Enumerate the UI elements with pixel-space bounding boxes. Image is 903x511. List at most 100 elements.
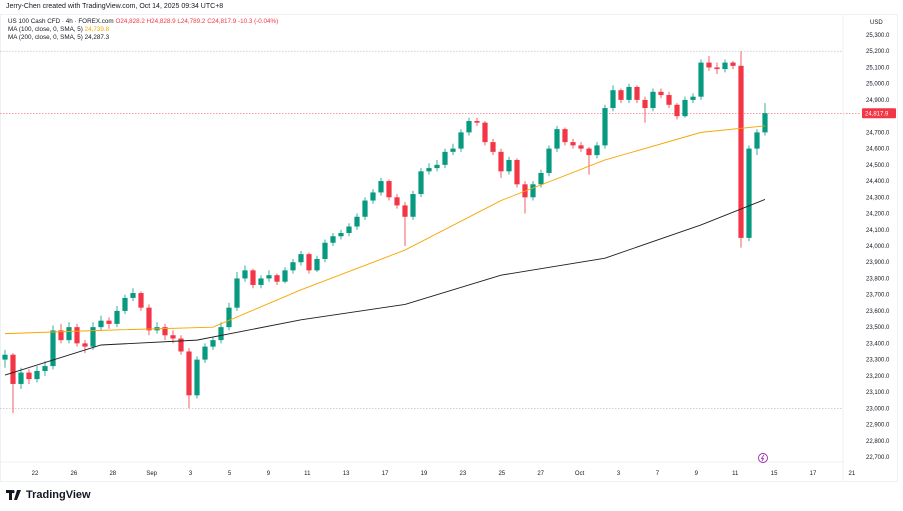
candle (394, 194, 400, 209)
price-tick-label: 25,100.0 (866, 65, 890, 71)
candle (450, 143, 456, 156)
price-tick-label: 25,300.0 (866, 33, 890, 39)
candle-body (634, 86, 640, 100)
candle-body (314, 258, 320, 271)
candle (322, 239, 328, 263)
price-tick-label: 23,400.0 (866, 341, 890, 347)
price-tick-label: 22,700.0 (866, 455, 890, 461)
candle-body (362, 200, 368, 217)
candle-body (146, 307, 152, 331)
candle-body (578, 145, 584, 149)
time-tick-label: 7 (656, 471, 660, 477)
candle-body (642, 99, 648, 109)
candle-body (618, 90, 624, 100)
candle-body (330, 236, 336, 243)
candle-body (722, 62, 728, 70)
candle (434, 159, 440, 172)
candle (226, 302, 232, 331)
candle (98, 315, 104, 331)
time-tick-label: 22 (32, 471, 39, 477)
candle (74, 323, 80, 347)
price-tick-label: 24,700.0 (866, 130, 890, 136)
candle (666, 91, 672, 109)
time-axis[interactable]: 22 26 28 Sep 3 5 9 11 13 17 19 23 25 27 Oct 3 7 9 11 15 17 21 (0, 461, 856, 477)
candle (594, 142, 600, 159)
candle (426, 163, 432, 175)
candle-body (298, 254, 304, 263)
candle (82, 340, 88, 354)
candle (610, 85, 616, 112)
candle-body (186, 351, 192, 396)
candle (650, 88, 656, 112)
candle (130, 288, 136, 302)
candle (138, 291, 144, 311)
candle-body (258, 278, 264, 285)
time-tick-label: Oct (575, 471, 585, 477)
candle (490, 138, 496, 156)
candle (306, 252, 312, 274)
candle (210, 336, 216, 350)
tradingview-logo-icon (6, 490, 21, 500)
ohlc-close: C24,817.9 (207, 18, 237, 25)
ma100-value: 24,739.8 (84, 26, 110, 33)
candle-body (194, 359, 200, 396)
lightning-icon[interactable] (758, 453, 768, 463)
candle-body (434, 164, 440, 169)
price-tick-label: 24,200.0 (866, 212, 890, 218)
candle-body (730, 62, 736, 66)
candle-body (226, 307, 232, 328)
symbol-name[interactable]: US 100 Cash CFD · 4h · FOREX.com (8, 18, 114, 25)
candle (250, 268, 256, 289)
candle-body (242, 270, 248, 279)
candle-body (138, 293, 144, 308)
chart-pane[interactable] (0, 14, 898, 482)
time-tick-label: 9 (267, 471, 271, 477)
price-tick-label: 23,000.0 (866, 406, 890, 412)
chart-attribution: Jerry-Chen created with TradingView.com,… (6, 3, 224, 10)
candle-body (682, 99, 688, 117)
ma100-legend-row[interactable]: MA (100, close, 0, SMA, 5) 24,739.8 (8, 26, 278, 34)
candle (746, 145, 752, 242)
candle (618, 88, 624, 104)
candle (330, 233, 336, 246)
candle-body (162, 327, 168, 336)
candle-body (98, 320, 104, 328)
candle-body (386, 181, 392, 198)
candle (386, 179, 392, 201)
candle (498, 148, 504, 178)
candle-body (178, 338, 184, 352)
candle (546, 145, 552, 177)
candle (466, 117, 472, 136)
price-tick-label: 24,900.0 (866, 98, 890, 104)
candle-body (306, 254, 312, 271)
candle-body (666, 95, 672, 105)
price-axis[interactable]: USD 25,300.0 25,200.0 25,100.0 25,000.0 24,9… (842, 14, 896, 482)
candle-body (202, 346, 208, 360)
ma200-legend-row[interactable]: MA (200, close, 0, SMA, 5) 24,287.3 (8, 34, 278, 42)
candle (266, 270, 272, 282)
candle-body (274, 275, 280, 282)
candle (10, 353, 16, 414)
candle (378, 177, 384, 196)
candle-body (106, 320, 112, 324)
candle (370, 189, 376, 204)
candle-body (394, 197, 400, 206)
candle-body (650, 91, 656, 109)
candle (698, 59, 704, 100)
candle (474, 117, 480, 126)
candle (242, 265, 248, 282)
candle-body (34, 370, 40, 380)
candle-body (714, 67, 720, 70)
candle-body (42, 366, 48, 371)
candle-body (354, 216, 360, 227)
candle-body (266, 275, 272, 279)
candle-body (170, 335, 176, 339)
candle-body (586, 148, 592, 156)
candle-body (18, 372, 24, 384)
candle (530, 181, 536, 201)
time-tick-label: 13 (343, 471, 350, 477)
candle-body (66, 327, 72, 341)
price-tick-label: 22,800.0 (866, 439, 890, 445)
tradingview-logo[interactable]: TradingView (6, 489, 91, 501)
